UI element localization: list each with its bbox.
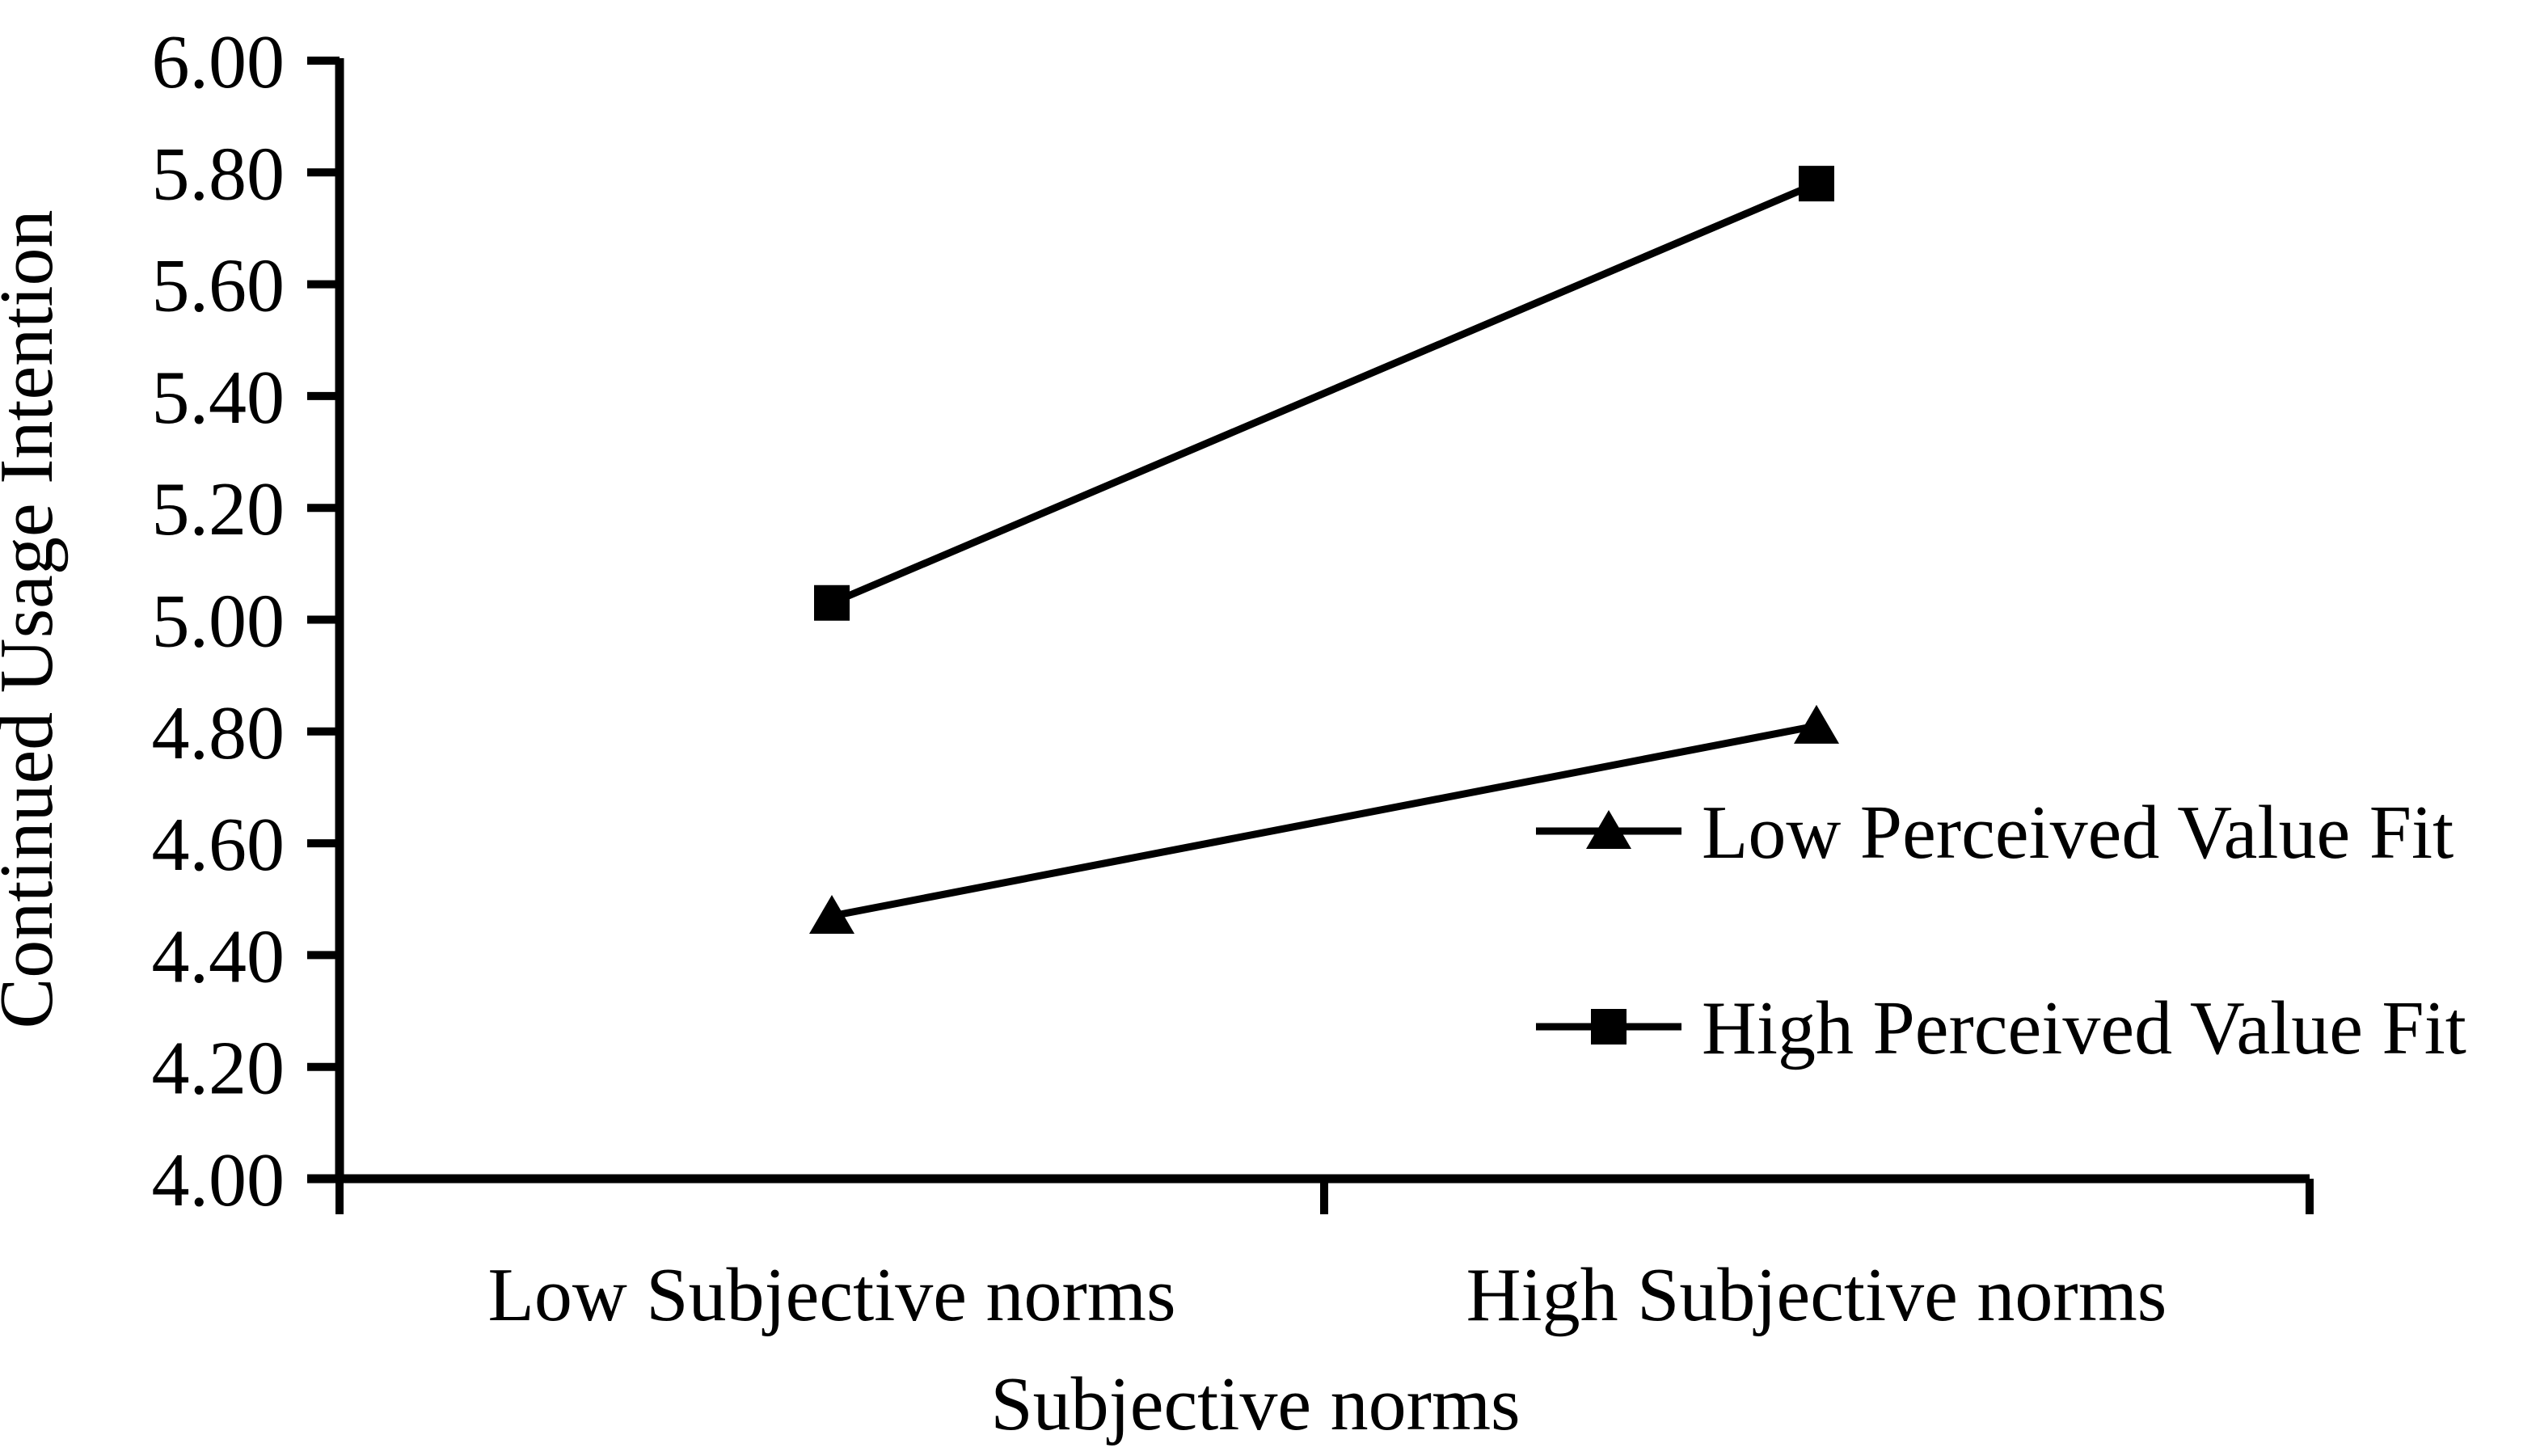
series-low-perceived-value-fit-triangle-marker: [1794, 704, 1839, 744]
legend-low-perceived-value-fit-triangle-marker: [1586, 810, 1631, 849]
y-axis-tick-label: 5.00: [152, 580, 285, 664]
y-axis-tick-label: 4.60: [152, 803, 285, 887]
legend-entry-high-perceived-value-fit: High Perceived Value Fit: [1702, 986, 2466, 1070]
y-axis-tick-label: 4.00: [152, 1138, 285, 1222]
y-axis-tick-label: 4.40: [152, 914, 285, 998]
y-axis-title: Continued Usage Intention: [0, 210, 69, 1029]
series-low-perceived-value-fit-triangle-marker: [809, 894, 854, 934]
y-axis-tick-label: 4.20: [152, 1027, 285, 1111]
y-axis-tick-label: 5.60: [152, 244, 285, 328]
series-line-high-perceived-value-fit: [830, 179, 1818, 606]
series-high-perceived-value-fit-square-marker: [1799, 166, 1834, 202]
series-high-perceived-value-fit-square-marker: [814, 585, 850, 621]
y-axis-tick-label: 5.20: [152, 467, 285, 551]
y-axis-tick-label: 6.00: [152, 20, 285, 104]
legend-high-perceived-value-fit-square-marker: [1591, 1009, 1627, 1045]
x-axis-category-label-low-subjective-norms: Low Subjective norms: [487, 1253, 1175, 1337]
y-axis-tick-label: 5.40: [152, 356, 285, 440]
y-axis-tick-label: 5.80: [152, 132, 285, 216]
x-axis-title: Subjective norms: [990, 1362, 1520, 1446]
x-axis-category-label-high-subjective-norms: High Subjective norms: [1466, 1253, 2167, 1337]
legend-entry-low-perceived-value-fit: Low Perceived Value Fit: [1702, 791, 2454, 875]
series-line-low-perceived-value-fit: [831, 722, 1817, 920]
y-axis-tick-label: 4.80: [152, 691, 285, 775]
